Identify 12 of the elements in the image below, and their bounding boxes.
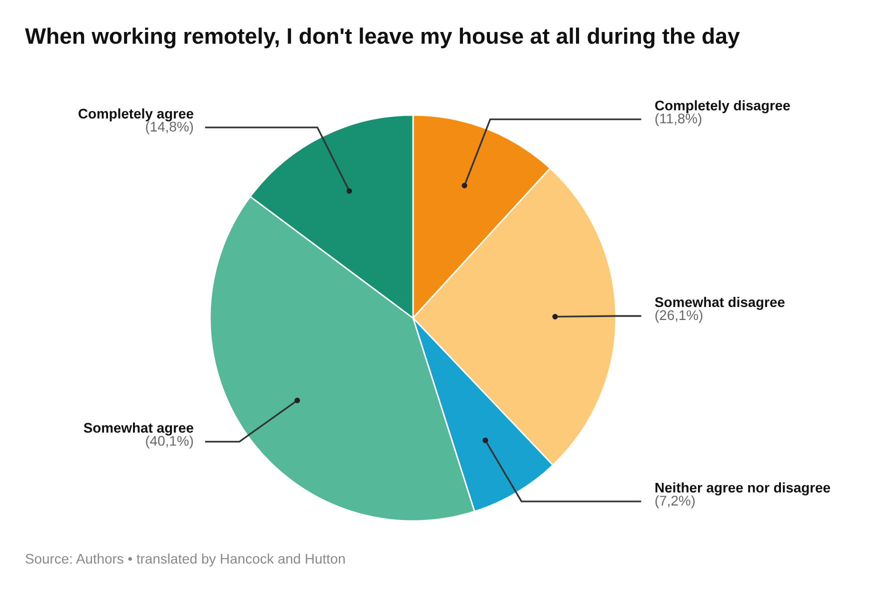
data-label: (11,8%) — [655, 113, 702, 126]
data-label: (40,1%) — [146, 436, 193, 449]
slice-label: Neither agree nor disagree — [656, 482, 830, 496]
data-label: (7,2%) — [655, 495, 695, 508]
data-label: (14,8%) — [146, 121, 193, 134]
data-label: (26,1%) — [655, 310, 702, 323]
chart-title: When working remotely, I don't leave my house at all during the day — [25, 28, 740, 48]
slice-label: Somewhat agree — [84, 422, 194, 436]
source-note: Source: Authors • translated by Hancock and Hutton — [26, 554, 345, 566]
slice-label: Somewhat disagree — [654, 296, 785, 310]
slice-label: Completely agree — [78, 108, 194, 122]
slice-label: Completely disagree — [655, 100, 790, 114]
